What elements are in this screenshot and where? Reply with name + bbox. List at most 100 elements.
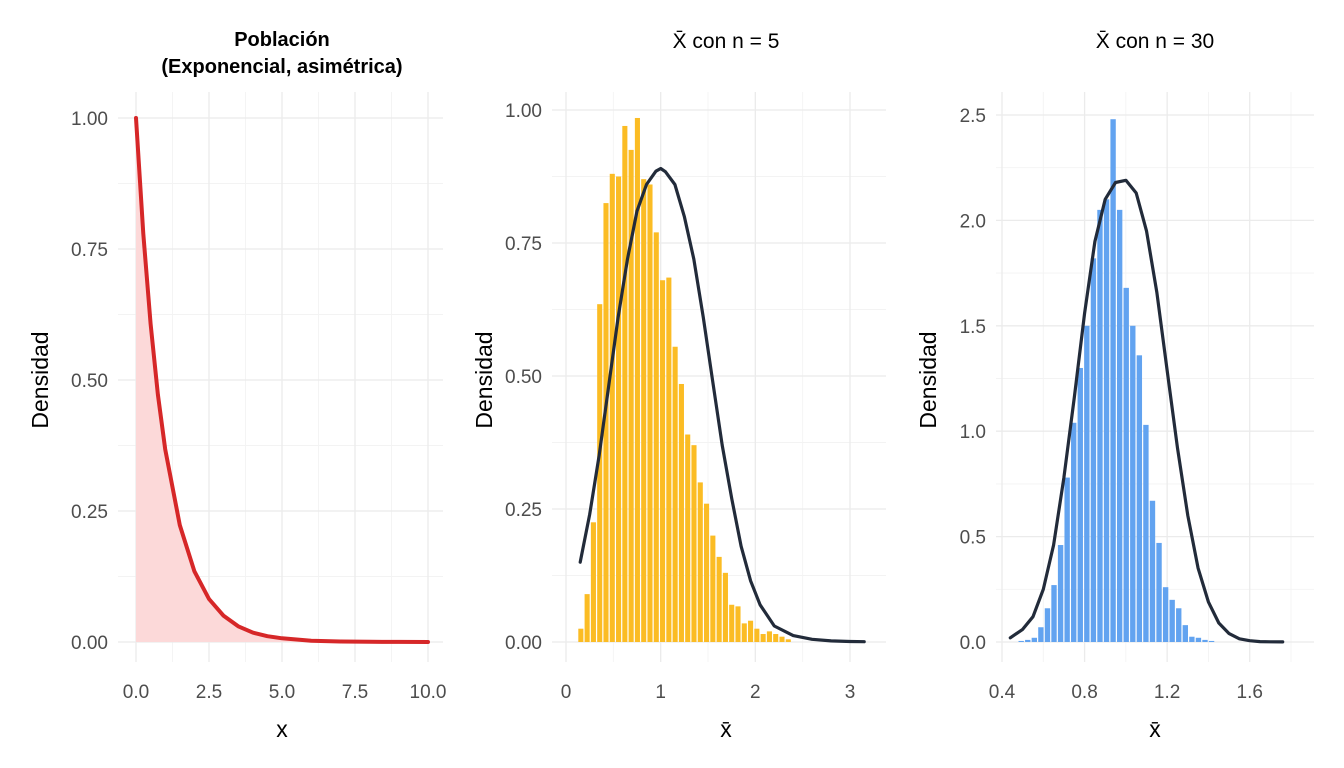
x-tick-label: 3 (845, 682, 856, 703)
histogram-bar (616, 176, 622, 642)
histogram-bar (1202, 639, 1208, 642)
histogram-bar (584, 594, 590, 642)
x-tick-label: 1 (655, 682, 666, 703)
histogram-bar (1116, 209, 1123, 643)
histogram-bar (603, 203, 609, 642)
histogram-bar (1169, 599, 1175, 642)
histogram-bar (653, 232, 659, 643)
density-area (136, 118, 428, 642)
panel-3-title: X̄ con n = 30 (1096, 30, 1215, 53)
panel-n30: X̄ con n = 30 x̄ Densidad 0.0 0.5 1.0 1.5 2.… (915, 30, 1314, 742)
histogram-bar (1110, 119, 1116, 642)
x-tick-label: 2.5 (196, 682, 222, 703)
histogram-bar (622, 125, 628, 642)
y-tick-label: 0.00 (71, 633, 108, 654)
histogram-bar (634, 117, 640, 643)
histogram-bar (691, 445, 697, 642)
x-tick-label: 1.6 (1237, 682, 1263, 703)
histogram-bar (1057, 545, 1064, 642)
histogram-bar (672, 346, 678, 642)
y-tick-label: 1.5 (960, 317, 986, 338)
histogram-bar (641, 179, 647, 642)
histogram-bar (1149, 500, 1156, 642)
y-tick-label: 1.0 (960, 422, 986, 443)
panel-poblacion: Población (Exponencial, asimétrica) x De… (27, 29, 446, 742)
histogram-bar (1051, 585, 1057, 642)
panel-1-subtitle: (Exponencial, asimétrica) (161, 56, 402, 78)
histogram-bar (1084, 325, 1090, 642)
histogram-bar (609, 173, 615, 642)
y-tick-label: 0.5 (960, 528, 986, 549)
histogram-bar (1097, 209, 1103, 643)
histogram-bar (704, 503, 710, 642)
y-tick-label: 1.00 (505, 101, 542, 122)
histogram-bar (1195, 637, 1202, 642)
histogram-bar (779, 636, 785, 642)
histogram-bar (716, 556, 722, 642)
histogram-bars (1018, 119, 1215, 643)
histogram-bar (729, 604, 735, 642)
histogram-bar (1038, 627, 1044, 642)
histogram-bar (578, 628, 584, 642)
y-tick-label: 0.50 (71, 371, 108, 392)
histogram-bar (1208, 640, 1215, 642)
histogram-bar (1176, 608, 1182, 642)
histogram-bar (1031, 637, 1038, 642)
y-tick-label: 0.00 (505, 633, 542, 654)
histogram-bar (678, 383, 684, 642)
panel-n5: X̄ con n = 5 x̄ Densidad 0.00 0.25 0.50 0.7… (471, 30, 886, 742)
histogram-bar (1189, 636, 1195, 642)
panel-1-xlabel: x (276, 716, 288, 742)
panel-2-grid (552, 92, 886, 662)
panel-2-title: X̄ con n = 5 (673, 30, 780, 53)
panel-3-xlabel: x̄ (1149, 716, 1161, 742)
x-tick-label: 0.0 (123, 682, 149, 703)
histogram-bar (754, 628, 760, 642)
x-tick-label: 7.5 (342, 682, 368, 703)
panel-3-ylabel: Densidad (915, 331, 941, 428)
histogram-bar (710, 535, 716, 642)
histogram-bar (1130, 325, 1136, 642)
x-tick-label: 2 (750, 682, 761, 703)
x-tick-label: 1.2 (1154, 682, 1180, 703)
histogram-bar (1044, 608, 1051, 642)
y-tick-label: 1.00 (71, 109, 108, 130)
histogram-bars (578, 117, 791, 643)
x-tick-label: 5.0 (269, 682, 295, 703)
histogram-bar (1136, 355, 1143, 642)
histogram-bar (741, 623, 747, 642)
panel-2-xlabel: x̄ (720, 716, 732, 742)
histogram-bar (660, 280, 666, 642)
histogram-bar (1162, 587, 1169, 642)
y-tick-label: 0.25 (71, 502, 108, 523)
y-tick-label: 0.0 (960, 633, 986, 654)
histogram-bar (735, 606, 741, 642)
histogram-bar (1090, 258, 1097, 642)
histogram-bar (760, 634, 766, 642)
panel-1-ylabel: Densidad (27, 331, 53, 428)
histogram-bar (1025, 639, 1031, 642)
histogram-bar (1123, 287, 1129, 642)
histogram-bar (1143, 424, 1149, 642)
histogram-bar (697, 482, 703, 642)
y-tick-label: 0.50 (505, 367, 542, 388)
histogram-bar (1103, 199, 1110, 642)
y-tick-label: 2.5 (960, 106, 986, 127)
normal-curve (1008, 178, 1285, 644)
histogram-bar (785, 639, 791, 642)
y-tick-label: 0.75 (71, 240, 108, 261)
normal-curve (578, 166, 866, 644)
y-tick-label: 2.0 (960, 211, 986, 232)
histogram-bar (1018, 640, 1024, 642)
x-tick-label: 0 (561, 682, 572, 703)
panel-2-ylabel: Densidad (471, 331, 497, 428)
panel-1-title: Población (234, 29, 330, 51)
y-tick-label: 0.75 (505, 234, 542, 255)
density-line (134, 116, 430, 644)
x-tick-label: 10.0 (410, 682, 447, 703)
y-tick-label: 0.25 (505, 500, 542, 521)
histogram-bar (590, 522, 596, 642)
histogram-bar (773, 634, 779, 642)
histogram-bar (1064, 477, 1070, 642)
